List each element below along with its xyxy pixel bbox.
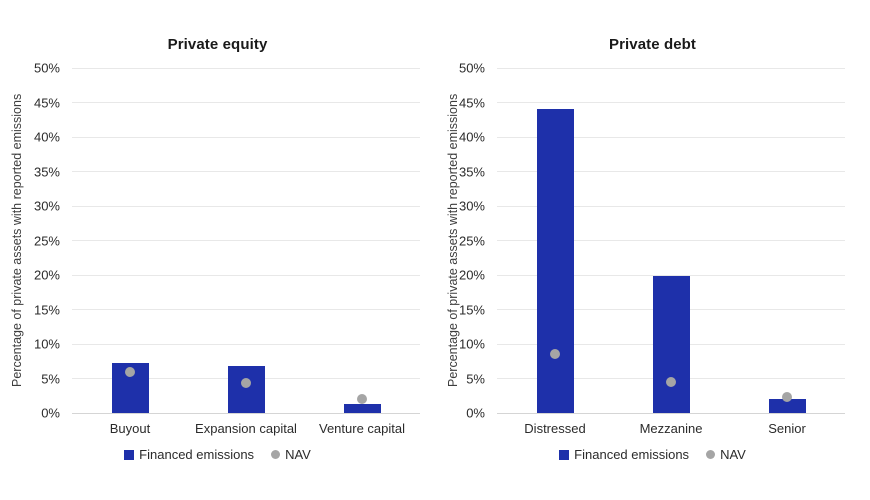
y-tick-label: 25% [33,233,60,248]
gridline [497,67,845,69]
bar-swatch-icon [559,449,570,460]
y-tick-label: 0% [466,405,485,421]
y-axis-title: Percentage of private assets with report… [10,93,24,388]
gridline [497,205,845,207]
y-tick-label: 15% [33,302,60,317]
y-tick-label: 40% [33,129,60,145]
legend-label: Financed emissions [139,447,255,462]
gridline [497,102,845,103]
gridline [497,171,845,172]
financed-emissions-bar [652,276,690,413]
legend: Financed emissions NAV [435,447,870,462]
legend-item-financed-emissions: Financed emissions [124,447,254,462]
y-tick-label: 5% [41,371,60,386]
legend-label: NAV [285,447,311,462]
gridline [72,309,420,310]
x-axis-labels: Distressed Mezzanine Senior [497,421,845,437]
y-axis-title: Percentage of private assets with report… [446,93,460,388]
gridline [72,102,420,103]
x-axis-labels: Buyout Expansion capital Venture capital [72,421,420,437]
x-category-label: Expansion capital [195,421,297,436]
legend: Financed emissions NAV [0,447,435,462]
legend-item-nav: NAV [706,447,746,462]
gridline [72,136,420,138]
y-tick-label: 30% [33,198,60,214]
gridline [72,343,420,345]
y-tick-label: 50% [33,60,60,76]
plot-area: 0% 5% 10% 15% 20% 25% 30% 35% 40% 45% 50% [459,61,845,421]
dot-swatch-icon [271,450,281,459]
y-tick-label: 40% [458,129,485,145]
x-category-label: Venture capital [318,421,406,436]
gridline [72,274,420,276]
financed-emissions-bar [768,398,806,413]
nav-point [666,376,676,387]
nav-point [550,349,560,360]
x-category-label: Buyout [109,421,151,436]
y-tick-label: 35% [458,164,485,179]
y-tick-label: 45% [33,95,60,110]
y-tick-label: 10% [458,336,485,352]
gridline [72,67,420,69]
gridline [72,412,420,414]
y-tick-label: 10% [33,336,60,352]
y-tick-label: 0% [41,405,60,421]
x-category-label: Distressed [524,421,586,436]
gridline [497,274,845,276]
y-tick-label: 30% [458,198,485,214]
gridline [72,205,420,207]
bar-swatch-icon [124,449,135,460]
dot-swatch-icon [706,450,716,459]
nav-point [125,366,135,377]
legend-label: Financed emissions [574,447,690,462]
gridline [72,240,420,241]
legend-item-financed-emissions: Financed emissions [559,447,689,462]
y-tick-label: 15% [458,302,485,317]
nav-point [357,394,367,405]
chart-private-debt: Private debt Percentage of private asset… [435,0,870,500]
y-tick-label: 20% [458,267,485,283]
y-tick-label: 50% [458,60,485,76]
gridline [72,171,420,172]
legend-label: NAV [720,447,746,462]
y-tick-label: 45% [458,95,485,110]
financed-emissions-bar [227,366,265,413]
y-tick-label: 25% [458,233,485,248]
nav-point [782,392,792,403]
gridline [497,412,845,414]
plot-area: 0% 5% 10% 15% 20% 25% 30% 35% 40% 45% 50% [34,61,420,421]
nav-point [241,377,251,388]
x-category-label: Senior [768,421,806,436]
chart-title: Private equity [167,36,268,53]
y-tick-label: 20% [33,267,60,283]
financed-emissions-bar [343,404,381,413]
legend-item-nav: NAV [271,447,311,462]
gridline [497,136,845,138]
chart-private-equity: Private equity Percentage of private ass… [0,36,435,462]
x-category-label: Mezzanine [639,421,703,436]
y-tick-label: 5% [466,371,485,386]
financed-emissions-bar [536,109,574,413]
gridline [497,240,845,241]
y-tick-label: 35% [33,164,60,179]
chart-title: Private debt [608,36,697,53]
